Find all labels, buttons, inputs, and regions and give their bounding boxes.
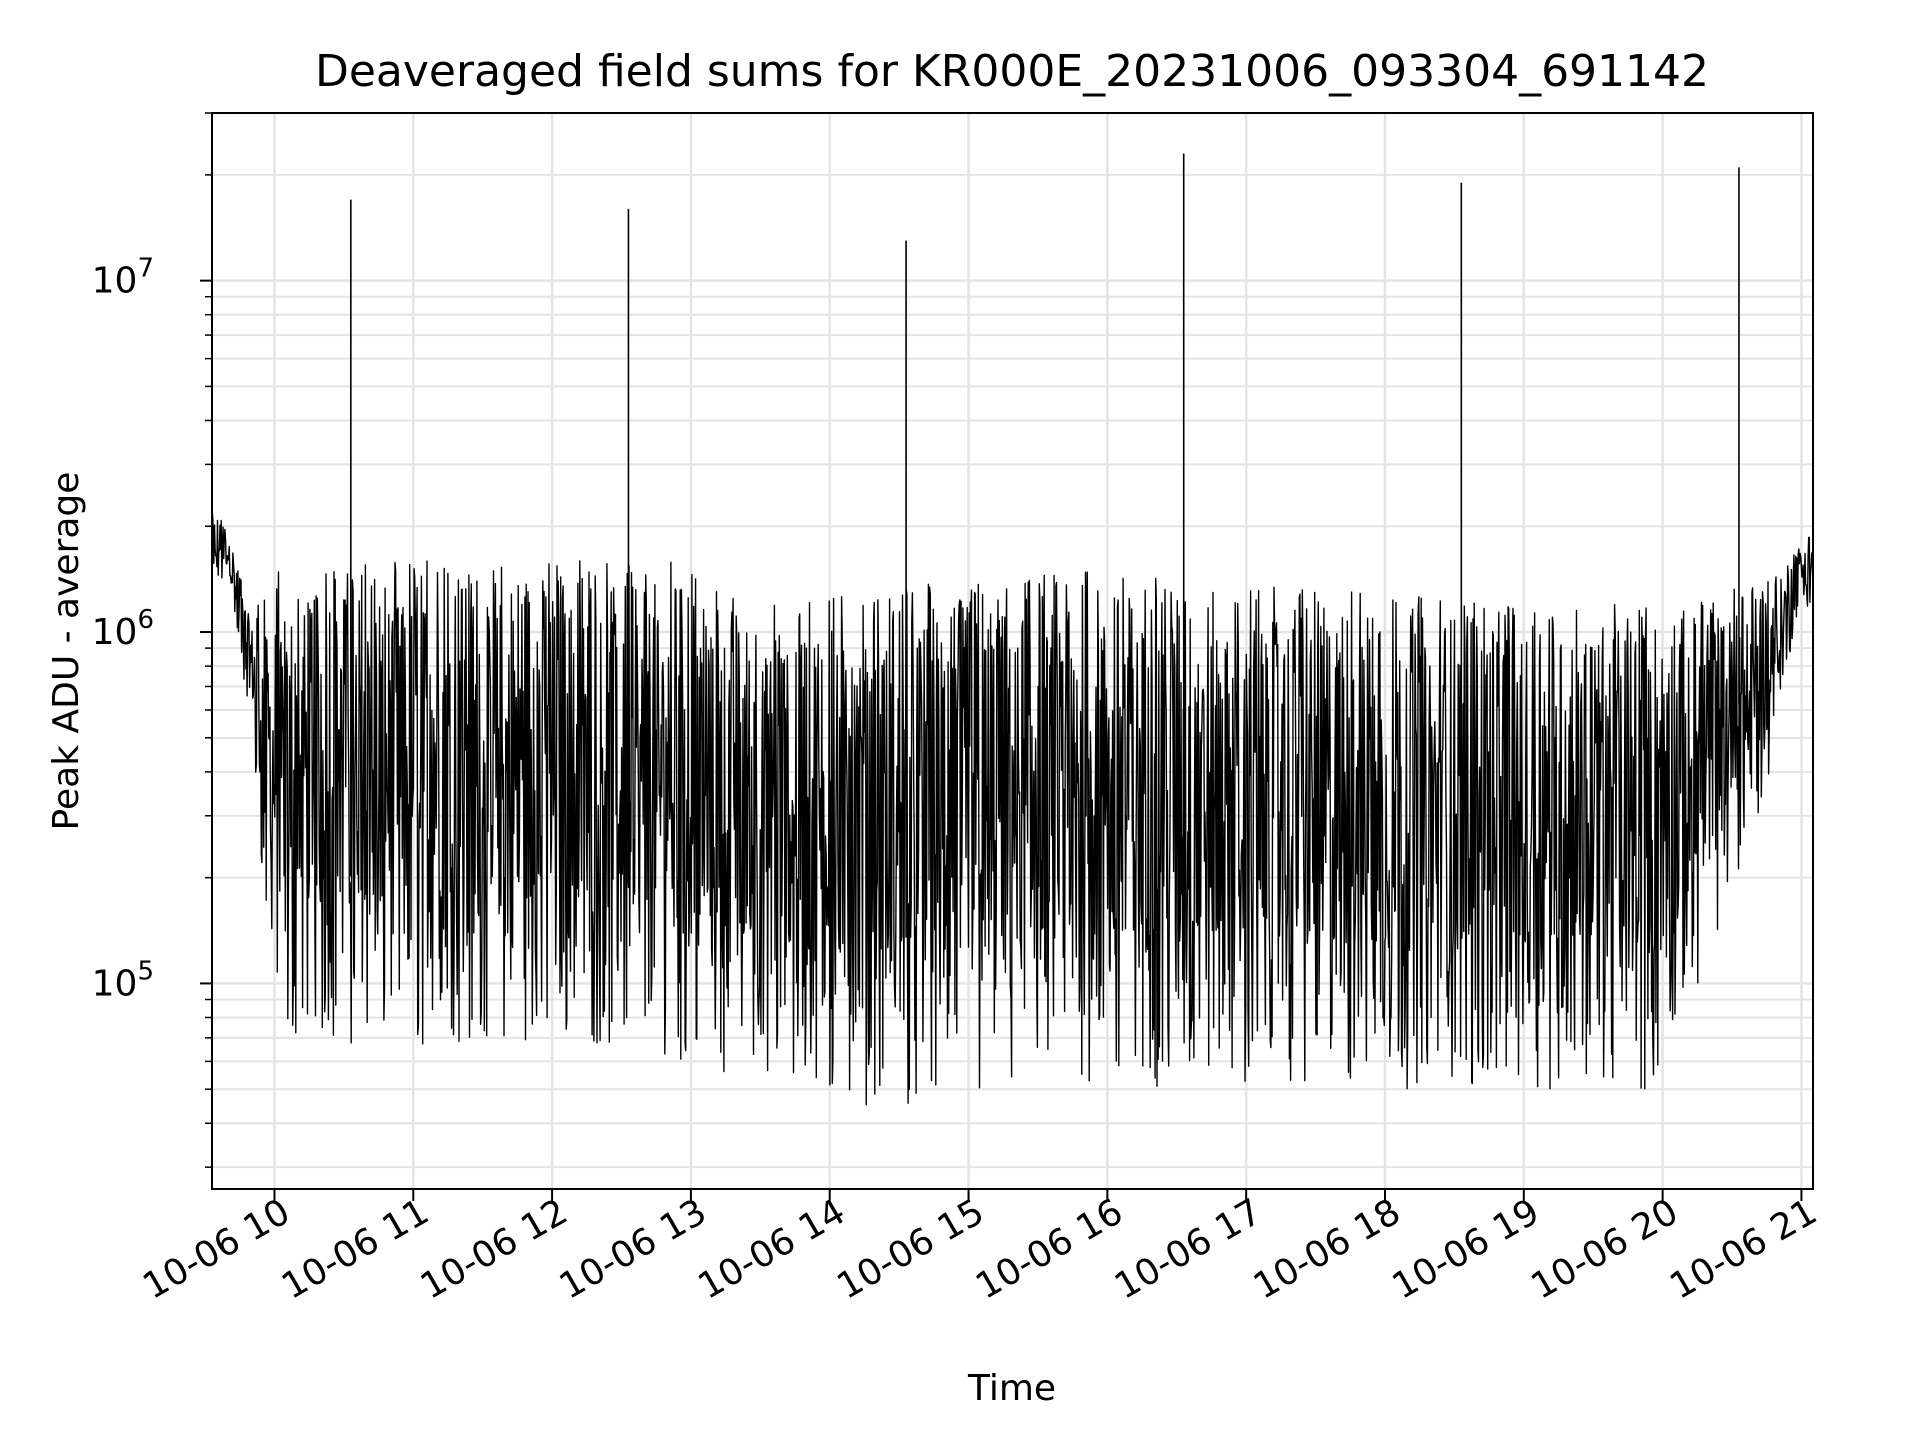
y-axis-label: Peak ADU - average [46,472,87,831]
y-axis-ticks: 105 106 107 [92,112,212,1168]
series-line [211,513,1814,1106]
chart-title: Deaveraged field sums for KR000E_2023100… [315,46,1709,97]
plot-area-frame [211,112,1814,1190]
data-series [211,153,1814,1106]
x-axis-label: Time [967,1368,1056,1409]
y-tick-label: 107 [92,254,154,302]
y-tick-label: 106 [92,605,154,653]
y-tick-label: 105 [92,956,154,1004]
